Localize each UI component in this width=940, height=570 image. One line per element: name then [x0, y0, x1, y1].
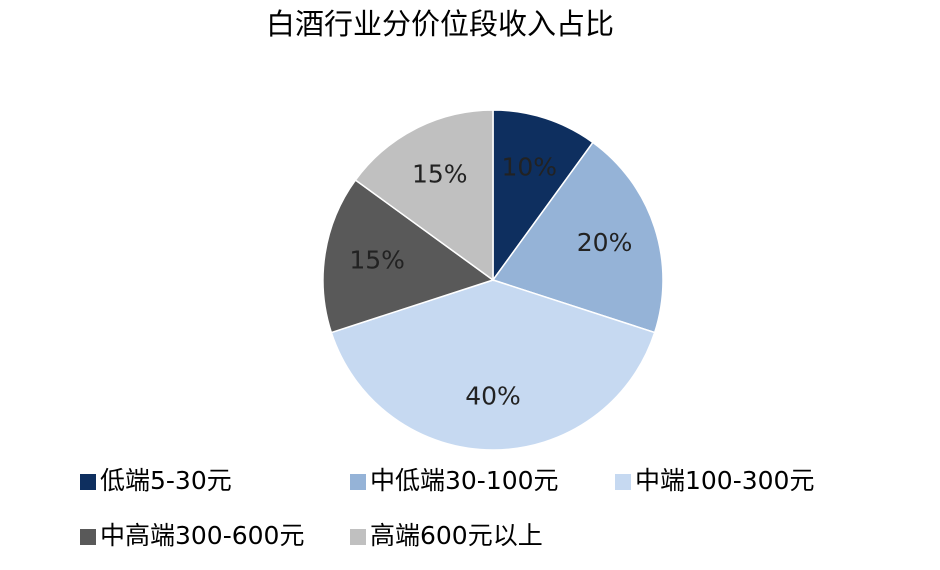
pie-slice	[491, 141, 664, 334]
legend-label: 中端100-300元	[635, 466, 814, 495]
data-label: 15%	[412, 159, 468, 188]
legend-label: 低端5-30元	[100, 466, 232, 495]
legend-label: 中高端300-600元	[100, 521, 304, 550]
legend-swatch	[80, 529, 96, 545]
legend-swatch	[350, 474, 366, 490]
pie-slice	[322, 179, 495, 334]
legend-label: 中低端30-100元	[370, 466, 559, 495]
pie-slice	[330, 279, 656, 451]
pie-slice	[492, 109, 594, 283]
data-label: 15%	[349, 246, 405, 275]
data-label: 10%	[501, 152, 557, 181]
legend-swatch	[350, 529, 366, 545]
data-label: 40%	[465, 381, 521, 410]
data-label: 20%	[577, 228, 633, 257]
legend-label: 高端600元以上	[370, 521, 543, 550]
legend-swatch	[615, 474, 631, 490]
legend-swatch	[80, 474, 96, 490]
chart-title: 白酒行业分价位段收入占比	[266, 7, 614, 41]
pie-slice	[354, 109, 494, 282]
